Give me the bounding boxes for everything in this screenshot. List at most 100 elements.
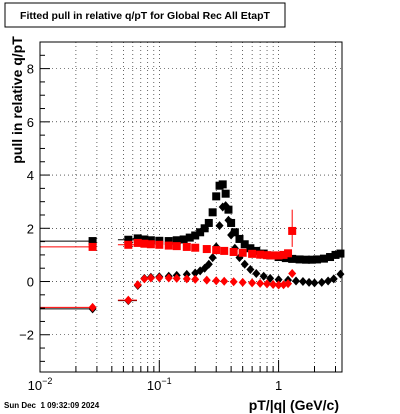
data-point — [164, 237, 173, 246]
data-point — [326, 253, 335, 262]
data-point — [140, 239, 149, 248]
data-point — [88, 242, 97, 251]
data-point — [221, 189, 230, 198]
data-point — [288, 254, 297, 263]
data-series — [40, 269, 297, 312]
data-point — [288, 226, 297, 235]
data-point — [279, 250, 288, 259]
data-point — [179, 235, 188, 244]
data-point — [317, 277, 326, 287]
data-point — [204, 259, 213, 269]
data-point — [274, 275, 283, 285]
data-point — [220, 246, 229, 255]
data-point — [307, 255, 316, 264]
data-point — [238, 248, 247, 257]
data-point — [336, 249, 345, 258]
data-point — [248, 278, 257, 288]
data-point — [274, 280, 283, 290]
data-point — [204, 218, 213, 227]
data-point — [140, 235, 149, 244]
x-axis-label: pT/|q| (GeV/c) — [249, 397, 339, 413]
data-point — [208, 253, 217, 263]
data-point — [227, 218, 236, 227]
data-point — [256, 278, 265, 288]
data-point — [212, 192, 221, 201]
x-tick-label: 1 — [275, 378, 282, 393]
data-point — [124, 235, 133, 244]
data-point — [182, 269, 191, 279]
data-point — [218, 180, 227, 189]
data-point — [235, 234, 244, 243]
data-point — [256, 250, 265, 259]
data-point — [227, 230, 236, 240]
data-point — [191, 243, 200, 252]
data-point — [269, 279, 278, 289]
data-point — [172, 273, 181, 283]
data-point — [88, 237, 97, 246]
data-point — [202, 275, 211, 285]
data-point — [200, 224, 209, 233]
data-point — [224, 205, 233, 214]
data-point — [252, 269, 261, 279]
data-point — [259, 271, 268, 281]
data-point — [124, 240, 133, 249]
plot-frame — [39, 41, 343, 373]
data-point — [202, 245, 211, 254]
data-point — [212, 276, 221, 286]
y-tick-label: 4 — [27, 168, 34, 183]
data-point — [284, 249, 293, 258]
data-point — [263, 279, 272, 289]
data-point — [164, 273, 173, 283]
data-point — [124, 295, 133, 305]
data-point — [319, 254, 328, 263]
data-series — [40, 201, 345, 314]
y-axis-label: pull in relative q/pT — [9, 36, 25, 164]
data-point — [229, 247, 238, 256]
data-point — [240, 259, 249, 269]
data-point — [224, 215, 233, 225]
data-point — [295, 255, 304, 264]
data-point — [172, 242, 181, 251]
data-point — [133, 238, 142, 247]
data-point — [263, 251, 272, 260]
title-box: Fitted pull in relative q/pT for Global … — [4, 2, 286, 28]
data-point — [221, 201, 230, 211]
y-tick-label: 0 — [27, 275, 34, 290]
data-point — [298, 277, 307, 287]
data-point — [191, 274, 200, 284]
data-point — [336, 269, 345, 279]
data-point — [229, 277, 238, 287]
data-point — [182, 274, 191, 284]
chart-title: Fitted pull in relative q/pT for Global … — [20, 10, 270, 22]
data-point — [230, 228, 239, 237]
grid-lines — [40, 42, 342, 372]
y-tick-label: 8 — [27, 62, 34, 77]
data-point — [146, 273, 155, 283]
data-point — [292, 276, 301, 286]
data-point — [331, 250, 340, 259]
data-point — [215, 221, 224, 231]
data-point — [88, 302, 97, 312]
data-series — [40, 209, 297, 260]
data-point — [246, 265, 255, 275]
axes-layer: −2 0 2 4 6 8 10−2 10−1 1 — [19, 41, 337, 393]
data-point — [208, 208, 217, 217]
data-point — [140, 274, 149, 284]
data-point — [196, 228, 205, 237]
data-point — [313, 255, 322, 264]
data-point — [146, 240, 155, 249]
data-point — [329, 274, 338, 284]
data-point — [238, 277, 247, 287]
data-point — [185, 233, 194, 242]
data-point — [155, 240, 164, 249]
data-point — [212, 246, 221, 255]
data-point — [164, 241, 173, 250]
data-point — [191, 231, 200, 240]
data-point — [155, 273, 164, 283]
data-point — [310, 278, 319, 288]
data-point — [269, 251, 278, 260]
data-point — [288, 269, 297, 279]
data-point — [266, 273, 275, 283]
data-point — [133, 280, 142, 290]
x-tick-label: 10−1 — [147, 376, 172, 393]
